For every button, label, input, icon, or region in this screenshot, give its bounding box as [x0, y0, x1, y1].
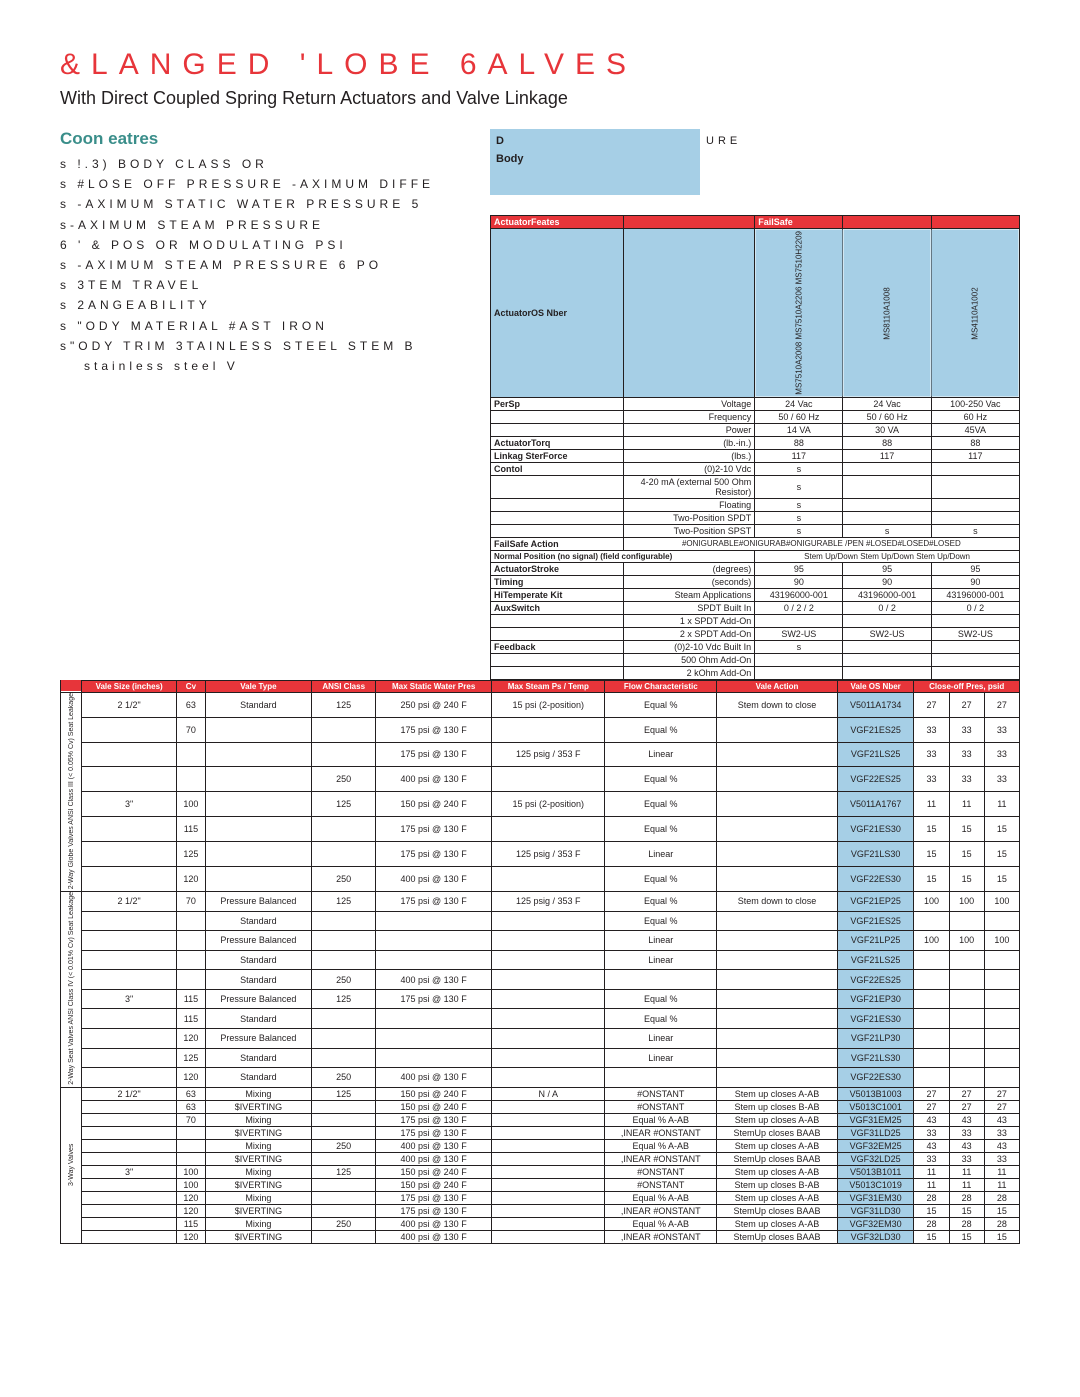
- feature-line: s 3TEM TRAVEL: [60, 276, 490, 295]
- subtitle: With Direct Coupled Spring Return Actuat…: [60, 88, 1020, 109]
- failsafe-action-label: FailSafe Action: [491, 537, 624, 550]
- feature-line: s -AXIMUM STEAM PRESSURE 6 PO: [60, 256, 490, 275]
- actuator-spec-table: ActuatorFeates FailSafe ActuatorOS Nber …: [490, 215, 1020, 680]
- features-note: stainless steel V: [84, 357, 490, 376]
- blue-d: D: [496, 135, 504, 147]
- features-list: s !.3) BODY CLASS ORs #LOSE OFF PRESSURE…: [60, 155, 490, 356]
- feature-line: s "ODY MATERIAL #AST IRON: [60, 317, 490, 336]
- feature-line: s !.3) BODY CLASS OR: [60, 155, 490, 174]
- page-title: &LANGED 'LOBE 6ALVES: [60, 48, 1020, 82]
- part-number: MS8110A1008: [843, 229, 931, 398]
- actuator-features-hdr: ActuatorFeates: [491, 216, 624, 229]
- feature-line: s #LOSE OFF PRESSURE -AXIMUM DIFFE: [60, 175, 490, 194]
- feature-line: s"ODY TRIM 3TAINLESS STEEL STEM B: [60, 337, 490, 356]
- feature-line: s-AXIMUM STEAM PRESSURE: [60, 216, 490, 235]
- failsafe-action-text: #ONIGURABLE#ONIGURAB#ONIGURABLE /PEN #LO…: [623, 537, 1019, 550]
- actuator-os-label: ActuatorOS Nber: [491, 229, 624, 398]
- part-number: MS4110A1002: [931, 229, 1019, 398]
- feature-line: s -AXIMUM STATIC WATER PRESSURE 5: [60, 195, 490, 214]
- part-number: MS7510A2008 MS7510A2206 MS7510H2209: [755, 229, 843, 398]
- ure-label: URE: [706, 135, 741, 147]
- blue-body: Body: [496, 153, 524, 165]
- failsafe-hdr: FailSafe: [755, 216, 843, 229]
- body-image-box: D Body: [490, 129, 700, 195]
- feature-line: 6 ' & POS OR MODULATING PSI: [60, 236, 490, 255]
- feature-line: s 2ANGEABILITY: [60, 296, 490, 315]
- valve-table: Vale Size (inches)CvVale TypeANSI ClassM…: [60, 680, 1020, 1244]
- features-heading: Coon eatres: [60, 129, 490, 149]
- normal-pos-value: Stem Up/Down Stem Up/Down Stem Up/Down: [755, 550, 1020, 562]
- normal-pos-label: Normal Position (no signal) (field confi…: [491, 550, 755, 562]
